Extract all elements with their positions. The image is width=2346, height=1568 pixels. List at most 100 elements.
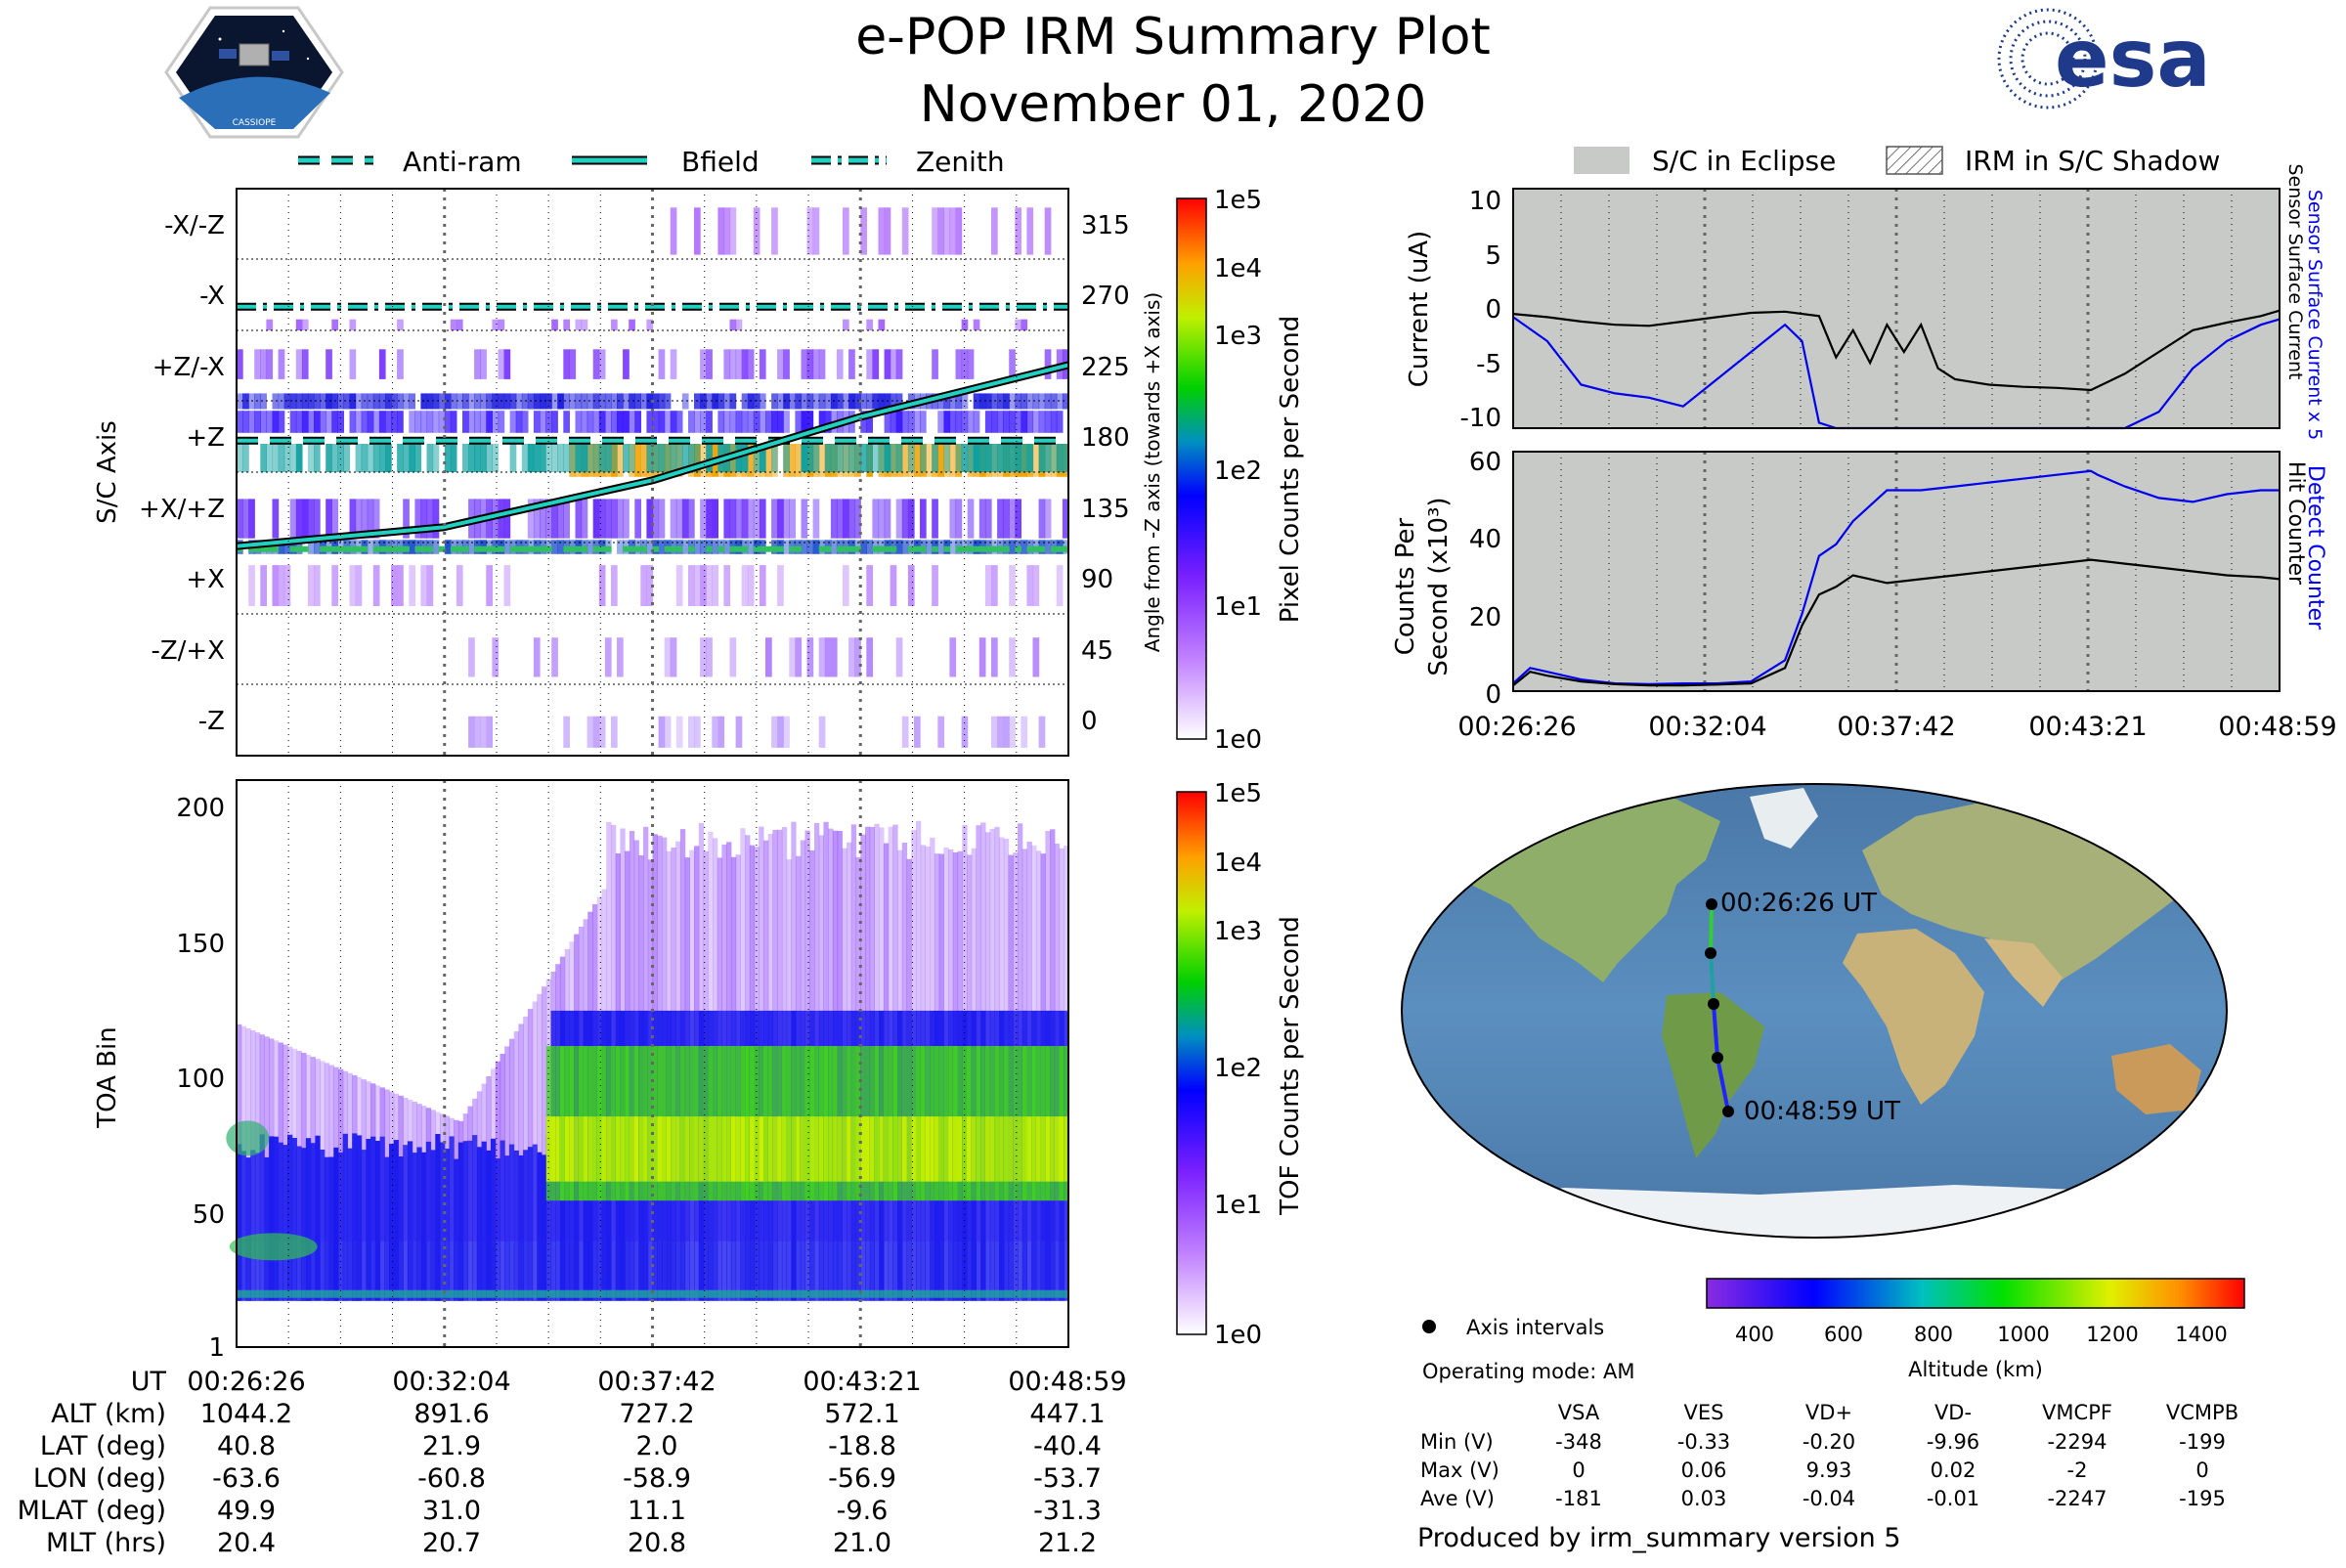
esa-logo-text: esa [2055, 13, 2211, 106]
heatmap-cell [895, 637, 903, 677]
heatmap-cell [842, 1116, 847, 1182]
heatmap-cell [551, 411, 558, 433]
heatmap-cell [540, 545, 546, 552]
heatmap-cell [907, 545, 915, 552]
heatmap-cell [320, 1289, 326, 1298]
heatmap-cell [623, 349, 630, 379]
heatmap-cell [866, 393, 873, 410]
heatmap-cell [581, 444, 588, 472]
heatmap-cell [403, 444, 410, 472]
heatmap-cell [783, 349, 790, 379]
heatmap-cell [361, 411, 369, 433]
heatmap-cell [984, 1289, 991, 1298]
heatmap-cell [801, 411, 808, 433]
heatmap-cell [481, 1141, 487, 1301]
heatmap-cell [949, 540, 957, 554]
heatmap-cell [509, 411, 517, 433]
heatmap-cell [666, 1116, 672, 1182]
heatmap-cell [296, 1146, 302, 1301]
heatmap-cell [657, 1116, 663, 1182]
heatmap-blob [229, 1233, 318, 1261]
legend-bfield: Bfield [681, 146, 760, 178]
heatmap-cell [735, 499, 743, 539]
heatmap-cell [242, 499, 249, 539]
heatmap-cell [592, 1289, 598, 1298]
heatmap-cell [783, 411, 790, 433]
tof-colorbar-label: TOF Counts per Second [1276, 916, 1305, 1216]
heatmap-cell [994, 1289, 1000, 1298]
heatmap-cell [355, 545, 363, 552]
voltage-col-header: VCMPB [2166, 1401, 2238, 1424]
heatmap-cell [658, 349, 666, 379]
figure-title: e-POP IRM Summary Plot [855, 8, 1491, 66]
heatmap-cell [895, 349, 903, 379]
heatmap-cell [741, 499, 749, 539]
heatmap-cell [352, 1289, 358, 1298]
heatmap-cell [1038, 393, 1046, 410]
heatmap-cell [486, 411, 493, 433]
heatmap-cell [729, 411, 737, 433]
heatmap-cell [848, 349, 855, 379]
heatmap-cell [301, 1289, 307, 1298]
heatmap-cell [245, 1289, 251, 1298]
sc-axis-tick: -X [199, 282, 225, 311]
heatmap-cell [606, 1289, 612, 1298]
heatmap-cell [717, 1116, 722, 1182]
heatmap-cell [860, 444, 867, 472]
heatmap-cell [759, 1116, 764, 1182]
heatmap-cell [260, 411, 267, 433]
heatmap-cell [480, 545, 487, 552]
heatmap-cell [237, 499, 243, 539]
voltage-value: -2247 [2047, 1487, 2107, 1510]
heatmap-cell [955, 207, 963, 255]
heatmap-cell [957, 1289, 963, 1298]
heatmap-cell [837, 1116, 843, 1182]
ephemeris-value: 11.1 [628, 1496, 686, 1526]
heatmap-cell [938, 1289, 944, 1298]
heatmap-cell [432, 444, 440, 472]
heatmap-cell [1035, 1289, 1042, 1298]
heatmap-cell [890, 444, 897, 472]
heatmap-cell [1021, 540, 1028, 554]
heatmap-cell [914, 545, 921, 552]
heatmap-cell [617, 444, 624, 477]
heatmap-cell [301, 411, 309, 433]
heatmap-cell [1062, 444, 1069, 472]
heatmap-cell [237, 411, 243, 433]
heatmap-cell [504, 1289, 510, 1298]
legend-left: Anti-ram Bfield Zenith [298, 146, 1005, 178]
track-segment [1712, 1003, 1719, 1059]
heatmap-cell [527, 444, 535, 472]
heatmap-cell [700, 393, 707, 410]
heatmap-cell [897, 1116, 903, 1182]
heatmap-cell [391, 565, 398, 606]
heatmap-cell [1044, 444, 1052, 472]
heatmap-cell [920, 499, 927, 539]
heatmap-cell [1026, 1289, 1032, 1298]
heatmap-cell [901, 540, 909, 554]
heatmap-cell [486, 1150, 492, 1301]
heatmap-cell [824, 545, 832, 552]
heatmap-cell [532, 1144, 538, 1301]
heatmap-cell [973, 545, 980, 552]
heatmap-cell [943, 1116, 949, 1182]
heatmap-cell [397, 319, 404, 330]
heatmap-cell [1044, 207, 1052, 255]
heatmap-cell [843, 545, 849, 552]
colorbar-tick: 1e2 [1214, 1054, 1262, 1083]
heatmap-cell [741, 411, 749, 433]
heatmap-cell [901, 1289, 908, 1298]
heatmap-cell [812, 499, 820, 539]
figure-date: November 01, 2020 [920, 75, 1427, 134]
heatmap-cell [860, 1289, 866, 1298]
heatmap-cell [1015, 411, 1021, 433]
heatmap-cell [759, 499, 766, 539]
heatmap-cell [771, 499, 778, 539]
heatmap-cell [670, 545, 677, 552]
heatmap-cell [783, 499, 790, 539]
heatmap-cell [343, 393, 351, 410]
heatmap-cell [1050, 1289, 1056, 1298]
current-tick: -5 [1476, 350, 1501, 379]
heatmap-cell [670, 637, 677, 677]
heatmap-cell [527, 1289, 534, 1298]
